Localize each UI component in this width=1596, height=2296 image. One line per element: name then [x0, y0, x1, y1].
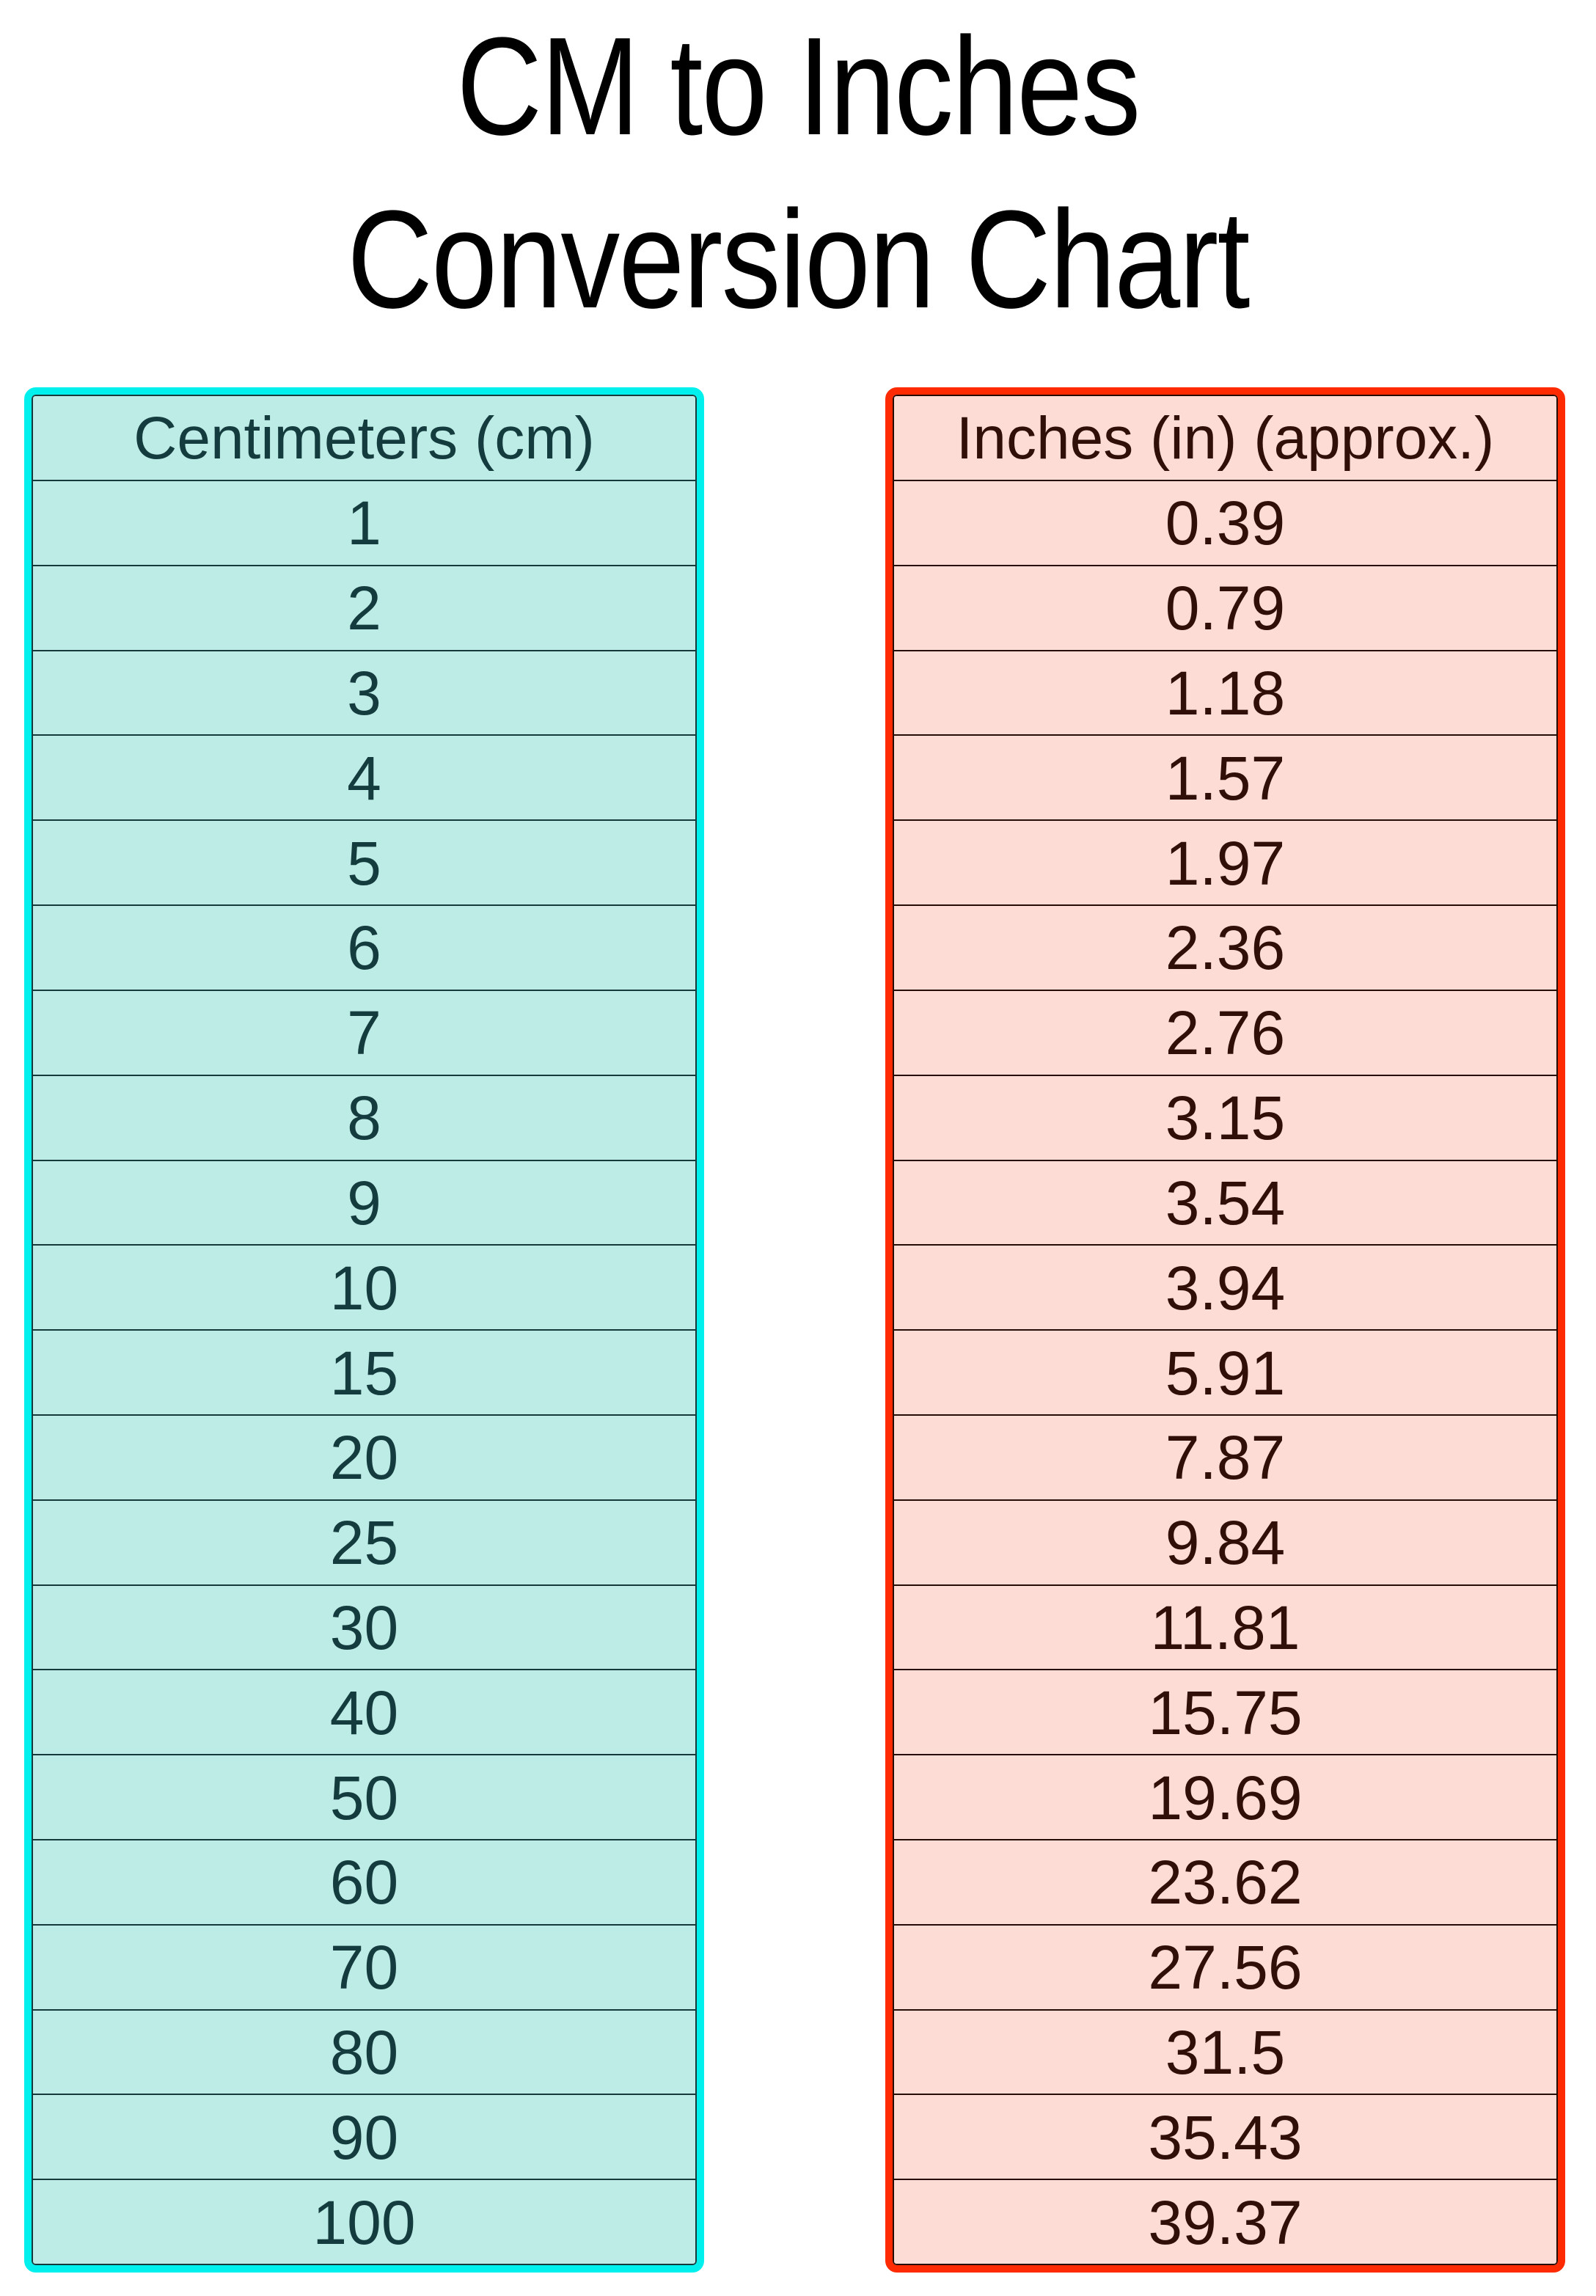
- table-row: 19.69: [894, 1755, 1556, 1840]
- table-row: 60: [33, 1840, 695, 1926]
- table-row: 90: [33, 2095, 695, 2181]
- table-row: 27.56: [894, 1926, 1556, 2011]
- table-row: 4: [33, 736, 695, 822]
- table-row: 6: [33, 906, 695, 991]
- table-row: 30: [33, 1586, 695, 1671]
- table-row: 1.97: [894, 821, 1556, 907]
- centimeters-column-header: Centimeters (cm): [33, 396, 695, 481]
- table-row: 5.91: [894, 1331, 1556, 1416]
- table-row: 3: [33, 651, 695, 736]
- centimeters-table-inner: Centimeters (cm) 1 2 3 4 5 6 7 8 9 10 15 20 25 30 40 50…: [32, 395, 697, 2265]
- table-row: 3.94: [894, 1246, 1556, 1331]
- table-row: 25: [33, 1501, 695, 1586]
- table-row: 10: [33, 1246, 695, 1331]
- inches-table: Inches (in) (approx.) 0.39 0.79 1.18 1.57 1.…: [885, 387, 1565, 2273]
- table-row: 20: [33, 1416, 695, 1501]
- page-title-line2: Conversion Chart: [347, 182, 1250, 337]
- inches-table-inner: Inches (in) (approx.) 0.39 0.79 1.18 1.57 1.…: [893, 395, 1558, 2265]
- table-row: 31.5: [894, 2011, 1556, 2096]
- table-row: 2.36: [894, 906, 1556, 991]
- table-row: 9: [33, 1161, 695, 1246]
- inches-rows: 0.39 0.79 1.18 1.57 1.97 2.36 2.76 3.15 3.54 3.94…: [894, 481, 1556, 2264]
- table-row: 23.62: [894, 1840, 1556, 1926]
- table-row: 35.43: [894, 2095, 1556, 2181]
- table-row: 1.18: [894, 651, 1556, 736]
- table-row: 11.81: [894, 1586, 1556, 1671]
- table-row: 0.39: [894, 481, 1556, 566]
- table-row: 15: [33, 1331, 695, 1416]
- table-row: 8: [33, 1076, 695, 1161]
- table-row: 9.84: [894, 1501, 1556, 1586]
- table-row: 70: [33, 1926, 695, 2011]
- inches-column-header: Inches (in) (approx.): [894, 396, 1556, 481]
- centimeters-rows: 1 2 3 4 5 6 7 8 9 10 15 20 25 30 40 50 60 70 80 90 100: [33, 481, 695, 2264]
- table-row: 7: [33, 991, 695, 1076]
- table-row: 3.54: [894, 1161, 1556, 1246]
- centimeters-table: Centimeters (cm) 1 2 3 4 5 6 7 8 9 10 15 20 25 30 40 50…: [24, 387, 704, 2273]
- table-row: 40: [33, 1670, 695, 1756]
- page-title: CM to Inches Conversion Chart: [0, 0, 1596, 346]
- table-row: 50: [33, 1755, 695, 1840]
- table-row: 39.37: [1148, 2187, 1303, 2257]
- conversion-tables: Centimeters (cm) 1 2 3 4 5 6 7 8 9 10 15 20 25 30 40 50…: [24, 387, 1565, 2273]
- table-row: 0.79: [894, 566, 1556, 651]
- table-row: 1: [33, 481, 695, 566]
- table-row: 2.76: [894, 991, 1556, 1076]
- table-row: 3.15: [894, 1076, 1556, 1161]
- page-title-line1: CM to Inches: [456, 9, 1141, 164]
- table-row: 2: [33, 566, 695, 651]
- table-row: 5: [33, 821, 695, 907]
- table-row: 80: [33, 2011, 695, 2096]
- table-row: 15.75: [894, 1670, 1556, 1756]
- table-row: 100: [312, 2187, 416, 2257]
- table-row: 7.87: [894, 1416, 1556, 1501]
- table-row: 1.57: [894, 736, 1556, 822]
